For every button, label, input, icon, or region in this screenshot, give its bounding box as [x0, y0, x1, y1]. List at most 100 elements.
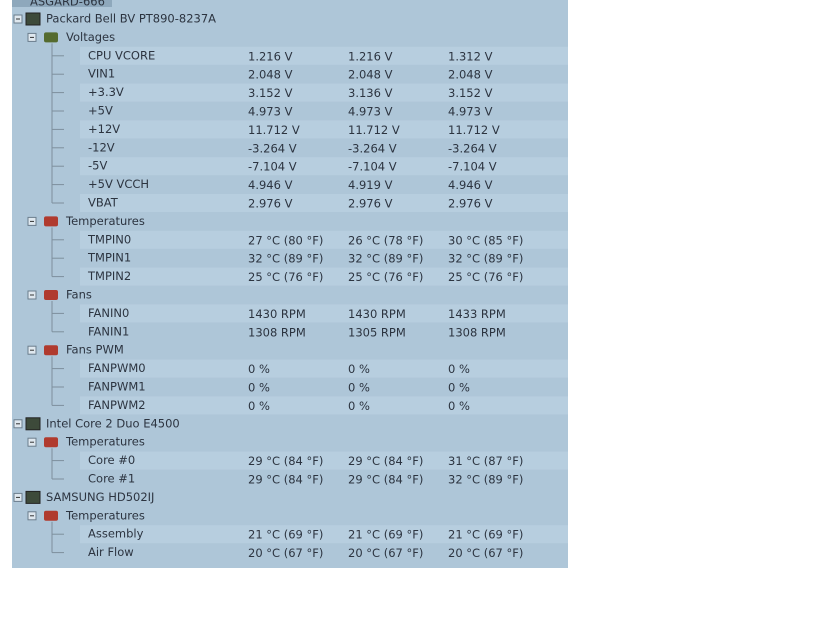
sensor-value: 4.919 V — [348, 178, 393, 192]
group-icon — [44, 345, 58, 356]
sensor-name: TMPIN2 — [87, 269, 131, 283]
sensor-value: 0 % — [348, 381, 370, 395]
sensor-value: 0 % — [248, 381, 270, 395]
sensor-value: -3.264 V — [348, 141, 397, 155]
sensor-name: FANIN1 — [88, 324, 129, 338]
sensor-value: 2.976 V — [348, 197, 393, 211]
device-name: Intel Core 2 Duo E4500 — [46, 416, 180, 430]
sensor-value: 4.973 V — [248, 105, 293, 119]
row-band — [80, 396, 568, 415]
sensor-value: 0 % — [248, 399, 270, 413]
group-name: Temperatures — [65, 214, 145, 228]
sensor-value: -7.104 V — [248, 160, 297, 174]
sensor-name: -5V — [88, 159, 107, 173]
sensor-value: 3.152 V — [248, 86, 293, 100]
sensor-value: 29 °C (84 °F) — [248, 454, 323, 468]
sensor-value: 20 °C (67 °F) — [248, 546, 323, 560]
sensor-value: 11.712 V — [448, 123, 500, 137]
sensor-value: 4.973 V — [448, 105, 493, 119]
group-name: Fans — [66, 288, 92, 302]
sensor-value: 0 % — [348, 399, 370, 413]
sensor-value: 31 °C (87 °F) — [448, 454, 523, 468]
sensor-value: 0 % — [248, 362, 270, 376]
sensor-value: 32 °C (89 °F) — [448, 473, 523, 487]
sensor-value: 25 °C (76 °F) — [448, 270, 523, 284]
sensor-value: 1305 RPM — [348, 325, 406, 339]
group-icon — [44, 290, 58, 300]
sensor-value: 29 °C (84 °F) — [348, 473, 423, 487]
sensor-value: 20 °C (67 °F) — [348, 546, 423, 560]
sensor-value: 0 % — [448, 399, 470, 413]
sensor-value: 0 % — [348, 362, 370, 376]
device-name: SAMSUNG HD502IJ — [46, 490, 154, 504]
sensor-name: +5V VCCH — [88, 177, 149, 191]
sensor-value: 21 °C (69 °F) — [248, 528, 323, 542]
sensor-value: 1.312 V — [448, 49, 493, 63]
group-icon — [44, 510, 58, 521]
row-band — [80, 230, 568, 249]
root-row — [12, 0, 112, 7]
sensor-name: VIN1 — [88, 67, 115, 81]
sensor-value: 4.946 V — [448, 178, 493, 192]
row-band — [80, 359, 568, 378]
sensor-name: +5V — [88, 104, 113, 118]
sensor-value: 2.048 V — [348, 68, 393, 82]
sensor-value: 0 % — [448, 362, 470, 376]
sensor-name: FANPWM2 — [88, 398, 146, 412]
sensor-value: 30 °C (85 °F) — [448, 233, 523, 247]
sensor-name: TMPIN0 — [87, 232, 131, 246]
sensor-value: -7.104 V — [448, 160, 497, 174]
row-band — [80, 304, 568, 323]
sensor-value: 2.976 V — [448, 197, 493, 211]
group-icon — [44, 437, 58, 448]
row-band — [80, 157, 568, 176]
device-icon — [25, 12, 41, 26]
group-icon — [44, 216, 58, 227]
sensor-value: 2.976 V — [248, 197, 293, 211]
sensor-value: 27 °C (80 °F) — [248, 233, 323, 247]
row-band — [80, 120, 568, 139]
sensor-value: 29 °C (84 °F) — [348, 454, 423, 468]
sensor-name: FANPWM0 — [88, 361, 146, 375]
sensor-name: Assembly — [88, 527, 144, 541]
device-icon — [25, 490, 41, 504]
sensor-value: 0 % — [448, 381, 470, 395]
group-name: Fans PWM — [66, 343, 124, 357]
sensor-name: CPU VCORE — [88, 48, 155, 62]
sensor-value: 2.048 V — [248, 68, 293, 82]
sensor-value: 1.216 V — [248, 49, 293, 63]
sensor-name: Core #1 — [88, 472, 135, 486]
device-name: Packard Bell BV PT890-8237A — [46, 12, 216, 26]
sensor-value: 1430 RPM — [348, 307, 406, 321]
sensor-value: 25 °C (76 °F) — [248, 270, 323, 284]
sensor-value: 1308 RPM — [448, 325, 506, 339]
group-name: Temperatures — [65, 508, 145, 522]
sensor-name: FANIN0 — [88, 306, 129, 320]
sensor-value: 1308 RPM — [248, 325, 306, 339]
sensor-value: -3.264 V — [448, 141, 497, 155]
sensor-value: 26 °C (78 °F) — [348, 233, 423, 247]
sensor-value: 1430 RPM — [248, 307, 306, 321]
row-band — [80, 194, 568, 212]
group-name: Temperatures — [65, 435, 145, 449]
root-label: ASGARD-666 — [30, 0, 105, 9]
sensor-name: VBAT — [88, 196, 119, 210]
tree: Packard Bell BV PT890-8237A Voltages CPU V… — [13, 12, 568, 560]
sensor-name: -12V — [88, 140, 115, 154]
row-band — [80, 83, 568, 102]
sensor-value: 4.946 V — [248, 178, 293, 192]
sensor-name: FANPWM1 — [88, 380, 146, 394]
sensor-value: 1.216 V — [348, 49, 393, 63]
sensor-value: 21 °C (69 °F) — [348, 528, 423, 542]
sensor-value: 4.973 V — [348, 105, 393, 119]
sensor-value: 3.136 V — [348, 86, 393, 100]
sensor-value: 29 °C (84 °F) — [248, 473, 323, 487]
sensor-name: Core #0 — [88, 453, 135, 467]
sensor-name: TMPIN1 — [87, 251, 131, 265]
sensor-value: 25 °C (76 °F) — [348, 270, 423, 284]
sensor-value: 20 °C (67 °F) — [448, 546, 523, 560]
sensor-value: 32 °C (89 °F) — [348, 252, 423, 266]
sensor-value: -3.264 V — [248, 141, 297, 155]
sensor-value: 32 °C (89 °F) — [448, 252, 523, 266]
